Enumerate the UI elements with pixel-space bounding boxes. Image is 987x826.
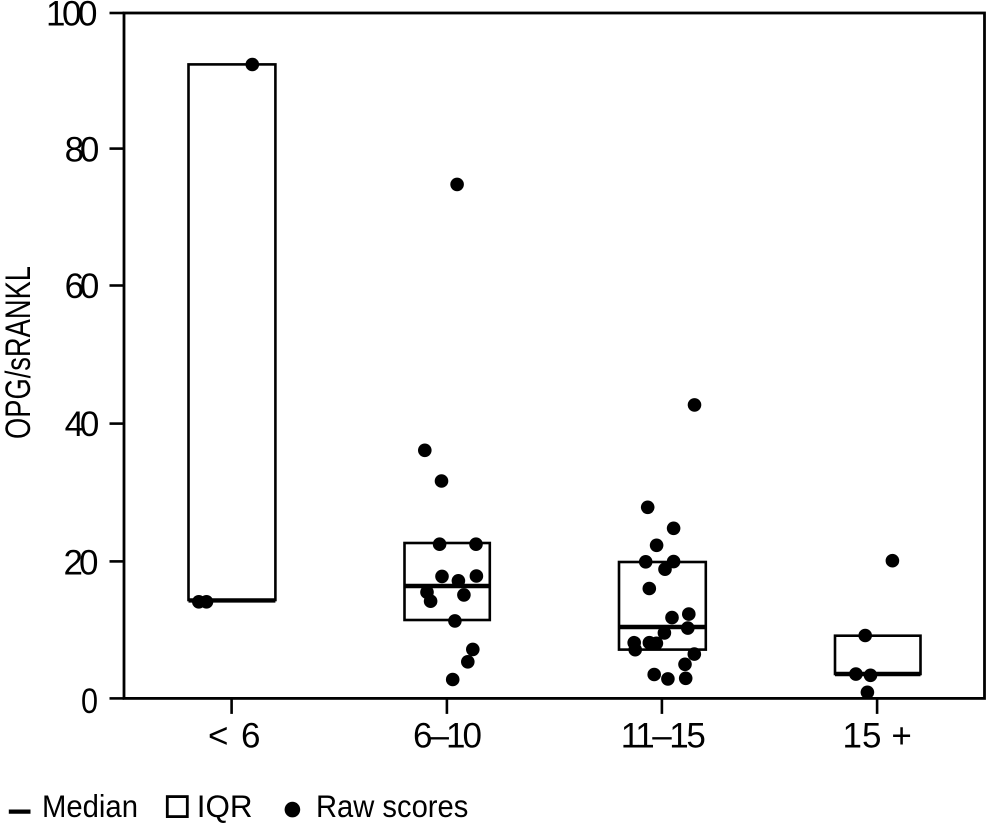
svg-text:40: 40 bbox=[65, 405, 100, 444]
svg-text:15 +: 15 + bbox=[843, 717, 912, 756]
svg-text:20: 20 bbox=[64, 543, 99, 582]
svg-text:OPG/sRANKL: OPG/sRANKL bbox=[0, 266, 38, 439]
svg-text:0: 0 bbox=[81, 681, 98, 720]
svg-text:Median: Median bbox=[42, 789, 138, 824]
svg-text:6–10: 6–10 bbox=[413, 717, 482, 756]
svg-text:Raw scores: Raw scores bbox=[316, 789, 468, 824]
svg-text:IQR: IQR bbox=[197, 789, 253, 824]
svg-text:< 6: < 6 bbox=[208, 717, 261, 756]
svg-text:80: 80 bbox=[65, 131, 100, 170]
svg-text:100: 100 bbox=[46, 0, 98, 33]
svg-text:11–15: 11–15 bbox=[621, 717, 706, 756]
svg-text:60: 60 bbox=[65, 267, 100, 306]
